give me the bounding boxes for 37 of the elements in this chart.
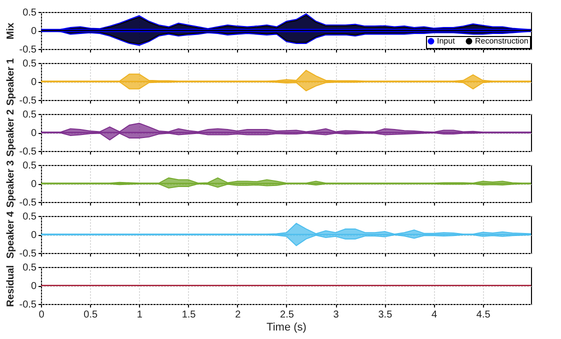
y-tick-label: 0.5 (22, 262, 37, 274)
y-tick-label: 0.5 (22, 212, 37, 222)
x-tick-label: 2.5 (280, 310, 294, 320)
y-tick-label: 0 (30, 26, 37, 37)
y-tick-label: 0 (30, 281, 37, 292)
y-axis-title: Mix (5, 22, 16, 40)
y-tick-label: 0.5 (22, 58, 37, 70)
y-axis-title: Speaker 4 (5, 210, 16, 259)
y-tick-label: 0 (30, 230, 37, 241)
legend-label: Reconstruction (475, 36, 528, 46)
x-tick-label: 1 (136, 310, 143, 320)
y-tick-label: 0.5 (22, 160, 37, 172)
y-tick-label: 0.5 (22, 8, 37, 18)
x-tick-label: 2 (235, 310, 242, 320)
y-tick-label: -0.5 (19, 96, 37, 106)
x-tick-label: 0 (38, 310, 45, 320)
y-tick-label: 0 (30, 179, 37, 190)
legend-label: Input (437, 36, 456, 46)
y-axis-title: Speaker 3 (5, 160, 16, 208)
y-axis-title: Speaker 1 (5, 58, 16, 106)
y-tick-label: -0.5 (19, 198, 37, 208)
x-tick-label: 3.5 (378, 310, 393, 320)
y-axis-title: Speaker 2 (5, 108, 16, 157)
y-tick-label: -0.5 (19, 44, 37, 56)
y-tick-label: 0.5 (22, 110, 37, 120)
x-tick-label: 4 (432, 310, 438, 320)
x-tick-label: 1.5 (182, 310, 196, 320)
y-tick-label: -0.5 (19, 146, 37, 158)
y-tick-label: 0 (30, 128, 37, 139)
y-tick-label: -0.5 (19, 248, 37, 260)
x-tick-label: 3 (333, 310, 340, 320)
y-axis-title: Residual (5, 264, 16, 307)
x-tick-label: 0.5 (84, 310, 98, 320)
x-tick-label: 4.5 (476, 310, 491, 320)
y-tick-label: -0.5 (19, 300, 37, 310)
x-axis-title: Time (s) (266, 322, 306, 334)
y-tick-label: 0 (30, 77, 37, 88)
